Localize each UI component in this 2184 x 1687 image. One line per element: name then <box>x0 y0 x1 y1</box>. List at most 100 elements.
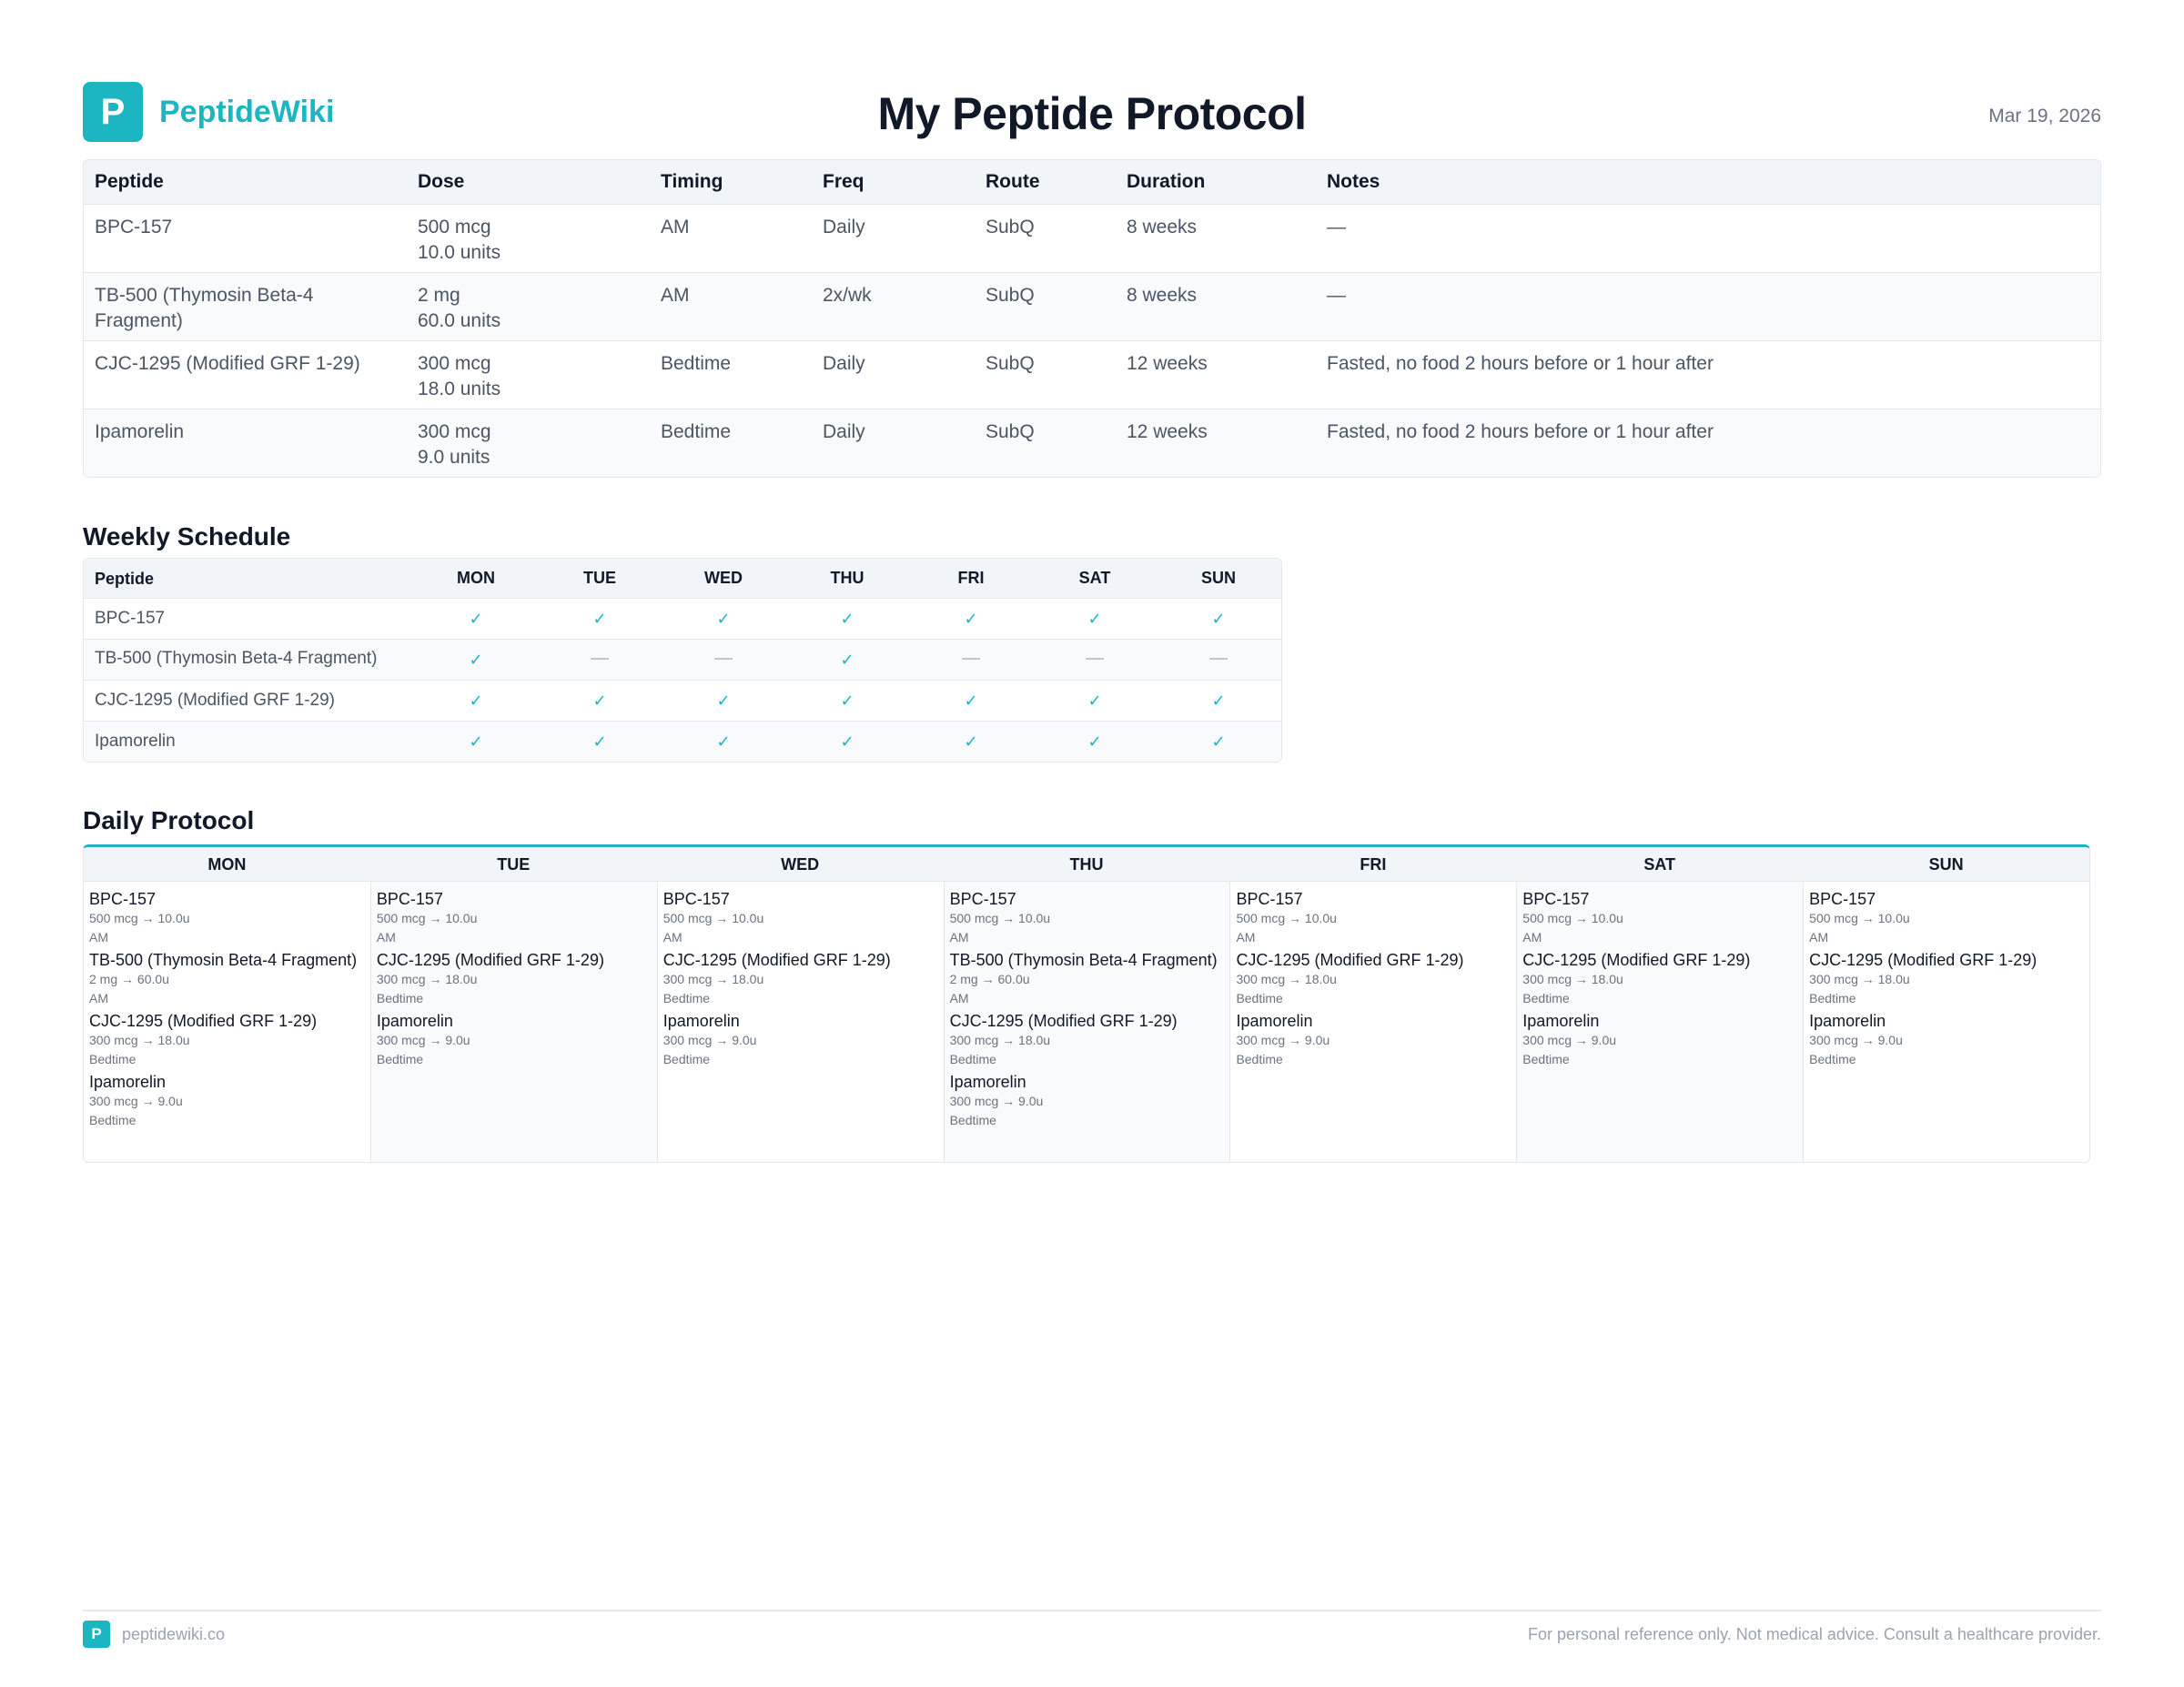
daily-entry: Ipamorelin 300 mcg → 9.0u Bedtime <box>1522 1011 1797 1068</box>
check-icon: ✓ <box>1033 732 1157 752</box>
check-icon: ✓ <box>909 692 1033 711</box>
daily-column-wed: BPC-157 500 mcg → 10.0u AM CJC-1295 (Modifi… <box>656 882 944 1162</box>
entry-timing: Bedtime <box>949 1112 996 1127</box>
check-icon: ✓ <box>592 732 607 751</box>
cell-notes: — <box>1327 285 1346 306</box>
weekly-header-sun: SUN <box>1200 569 1236 587</box>
entry-timing: Bedtime <box>662 990 711 1005</box>
entry-timing: AM <box>949 990 969 1005</box>
entry-dose: 300 mcg → 9.0u <box>1236 1033 1330 1047</box>
check-icon: ✓ <box>840 609 854 628</box>
entry-name: CJC-1295 (Modified GRF 1-29) <box>949 1012 1178 1030</box>
entry-timing: AM <box>89 929 108 945</box>
cell-timing: Bedtime <box>661 353 732 374</box>
check-icon: ✓ <box>662 610 785 629</box>
table-row: Ipamorelin 300 mcg 9.0 units Bedtime Dail… <box>84 409 2100 477</box>
check-icon: ✓ <box>1157 610 1280 629</box>
check-icon: ✓ <box>1211 691 1226 710</box>
check-icon: ✓ <box>1211 609 1226 628</box>
daily-protocol-grid: MON TUE WED THU FRI SAT SUN BPC-157 500 mcg → 1… <box>83 844 2090 1163</box>
protocol-table: Peptide Dose Timing Freq Route Duration … <box>83 159 2101 478</box>
cell-timing: Bedtime <box>661 421 732 442</box>
column-header-dose: Dose <box>418 171 465 192</box>
daily-header-tue: TUE <box>497 855 531 874</box>
check-icon: ✓ <box>592 691 607 710</box>
entry-name: CJC-1295 (Modified GRF 1-29) <box>89 1012 318 1030</box>
check-icon: ✓ <box>840 691 854 710</box>
check-icon: ✓ <box>414 732 538 752</box>
entry-name: BPC-157 <box>662 890 730 908</box>
check-icon: ✓ <box>909 610 1033 629</box>
weekly-row-peptide: Ipamorelin <box>95 732 176 751</box>
dose-units: 9.0 units <box>418 447 490 468</box>
weekly-schedule-title: Weekly Schedule <box>83 522 291 551</box>
weekly-header-fri: FRI <box>957 569 985 587</box>
daily-entry: BPC-157 500 mcg → 10.0u AM <box>663 889 938 946</box>
dose-amount: 500 mcg <box>418 217 491 237</box>
check-icon: ✓ <box>538 692 662 711</box>
cell-dose: 300 mcg 18.0 units <box>407 351 650 409</box>
entry-name: Ipamorelin <box>1809 1012 1886 1030</box>
cell-freq: 2x/wk <box>823 285 872 306</box>
daily-protocol-title: Daily Protocol <box>83 806 255 834</box>
cell-peptide: TB-500 (Thymosin Beta-4 Fragment) <box>95 285 314 331</box>
daily-header-row: MON TUE WED THU FRI SAT SUN <box>84 847 2089 882</box>
entry-timing: Bedtime <box>89 1051 136 1066</box>
entry-name: Ipamorelin <box>1236 1012 1313 1030</box>
entry-dose: 500 mcg → 10.0u <box>376 911 478 925</box>
check-icon: ✓ <box>1157 732 1280 752</box>
entry-timing: Bedtime <box>89 1112 136 1127</box>
dose-amount: 300 mcg <box>418 421 491 442</box>
daily-entry: BPC-157 500 mcg → 10.0u AM <box>1522 889 1797 946</box>
check-icon: ✓ <box>662 692 785 711</box>
check-icon: ✓ <box>538 732 662 752</box>
entry-dose: 300 mcg → 9.0u <box>376 1033 470 1047</box>
check-icon: ✓ <box>662 732 785 752</box>
entry-timing: Bedtime <box>1522 990 1570 1005</box>
daily-body: BPC-157 500 mcg → 10.0u AM TB-500 (Thymosin… <box>84 882 2089 1162</box>
daily-entry: CJC-1295 (Modified GRF 1-29) 300 mcg → 18… <box>1236 950 1511 1007</box>
dose-amount: 300 mcg <box>418 353 491 374</box>
dash-icon <box>591 657 609 660</box>
entry-name: Ipamorelin <box>949 1073 1026 1091</box>
entry-name: BPC-157 <box>1522 890 1590 908</box>
entry-name: BPC-157 <box>376 890 443 908</box>
daily-entry: CJC-1295 (Modified GRF 1-29) 300 mcg → 18… <box>663 950 938 1007</box>
dose-units: 18.0 units <box>418 379 501 399</box>
daily-column-thu: BPC-157 500 mcg → 10.0u AM TB-500 (Thymosin… <box>943 882 1230 1162</box>
off-day-dash-wed <box>662 649 785 667</box>
weekly-row: BPC-157 ✓ ✓ ✓ ✓ ✓ ✓ ✓ <box>84 598 1281 639</box>
entry-timing: AM <box>662 929 682 945</box>
entry-dose: 300 mcg → 9.0u <box>1809 1033 1903 1047</box>
entry-name: CJC-1295 (Modified GRF 1-29) <box>1236 951 1464 969</box>
entry-timing: Bedtime <box>662 1051 711 1066</box>
dash-icon <box>1209 657 1228 660</box>
dash-icon <box>714 657 733 660</box>
footer-site-link[interactable]: peptidewiki.co <box>122 1624 226 1643</box>
entry-dose: 500 mcg → 10.0u <box>662 911 764 925</box>
daily-entry: Ipamorelin 300 mcg → 9.0u Bedtime <box>663 1011 938 1068</box>
entry-name: Ipamorelin <box>89 1073 167 1091</box>
weekly-schedule-table: Peptide MON TUE WED THU FRI SAT SUN BPC-… <box>83 558 1282 763</box>
check-icon: ✓ <box>1211 732 1226 751</box>
daily-column-fri: BPC-157 500 mcg → 10.0u AM CJC-1295 (Modifi… <box>1229 882 1516 1162</box>
weekly-row-peptide: BPC-157 <box>95 609 166 628</box>
daily-entry: Ipamorelin 300 mcg → 9.0u Bedtime <box>377 1011 652 1068</box>
daily-column-sat: BPC-157 500 mcg → 10.0u AM CJC-1295 (Modifi… <box>1516 882 1804 1162</box>
cell-duration: 12 weeks <box>1127 353 1208 374</box>
check-icon: ✓ <box>1087 691 1102 710</box>
check-icon: ✓ <box>785 692 909 711</box>
entry-dose: 300 mcg → 9.0u <box>949 1094 1044 1108</box>
cell-duration: 8 weeks <box>1127 217 1198 237</box>
entry-name: BPC-157 <box>89 890 157 908</box>
entry-name: BPC-157 <box>1809 890 1876 908</box>
entry-timing: Bedtime <box>1809 1051 1856 1066</box>
cell-peptide: BPC-157 <box>95 217 173 237</box>
column-header-notes: Notes <box>1327 171 1380 192</box>
check-icon: ✓ <box>964 732 978 751</box>
entry-dose: 300 mcg → 9.0u <box>1522 1033 1617 1047</box>
cell-notes: — <box>1327 217 1346 237</box>
cell-route: SubQ <box>986 217 1035 237</box>
cell-notes: Fasted, no food 2 hours before or 1 hour… <box>1327 421 1714 442</box>
daily-entry: Ipamorelin 300 mcg → 9.0u Bedtime <box>1236 1011 1511 1068</box>
